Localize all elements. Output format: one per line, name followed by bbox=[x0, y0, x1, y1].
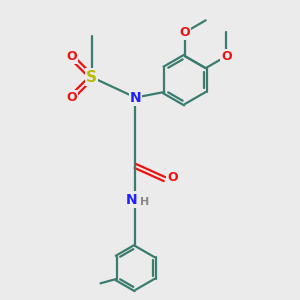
Text: O: O bbox=[66, 91, 76, 104]
Text: O: O bbox=[180, 26, 190, 39]
Text: N: N bbox=[126, 193, 138, 206]
Text: S: S bbox=[86, 70, 97, 85]
Text: O: O bbox=[221, 50, 232, 63]
Text: H: H bbox=[140, 197, 149, 208]
Text: O: O bbox=[66, 50, 76, 63]
Text: N: N bbox=[130, 91, 141, 104]
Text: O: O bbox=[167, 171, 178, 184]
